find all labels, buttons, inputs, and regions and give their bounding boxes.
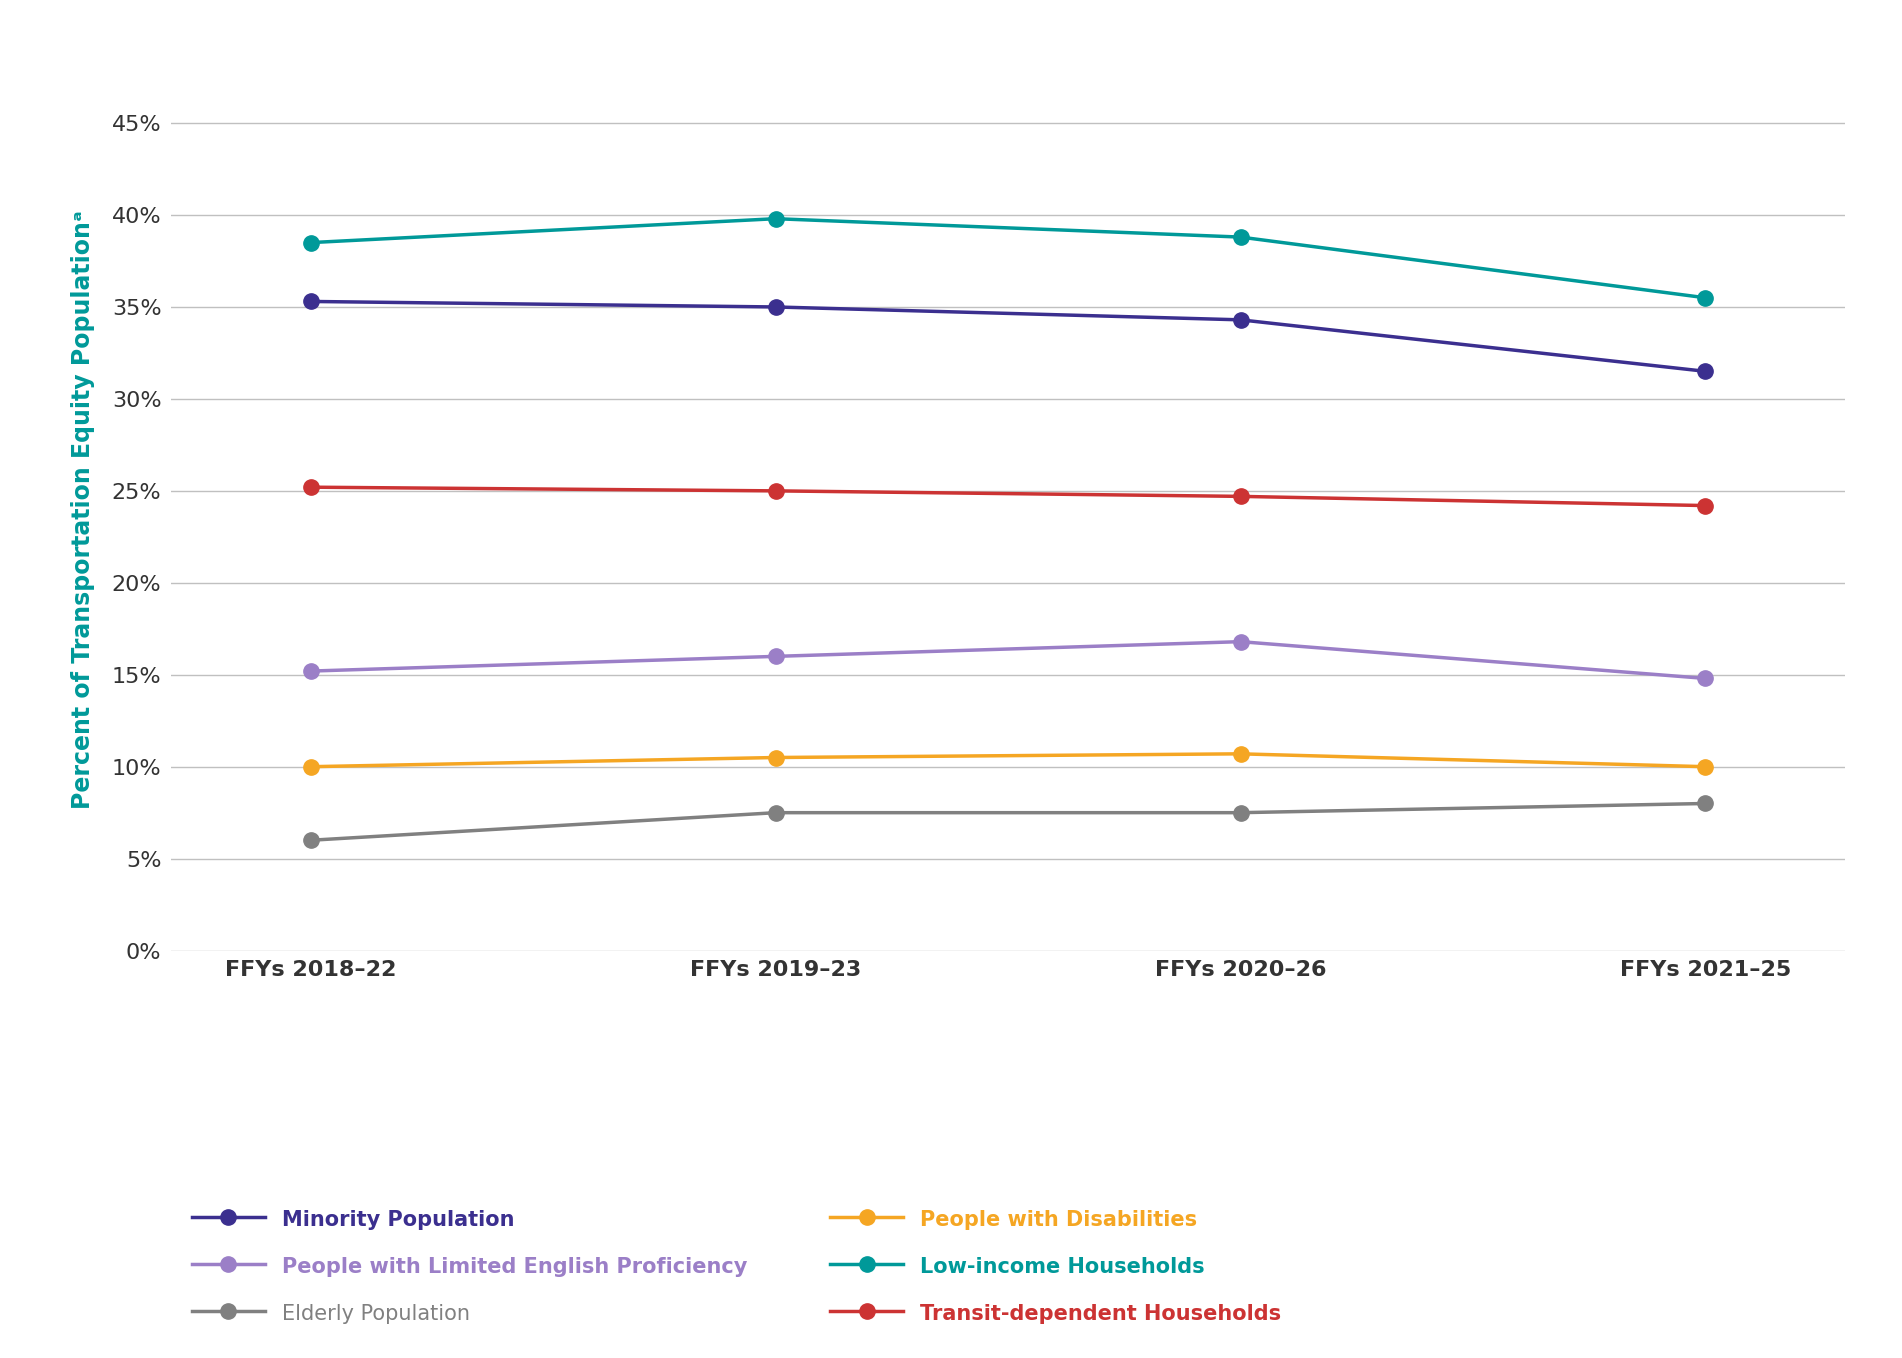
Low-income Households	[765, 210, 787, 227]
Line: People with Disabilities: People with Disabilities	[302, 746, 1714, 774]
People with Disabilities	[1695, 759, 1718, 775]
Transit-dependent Households	[765, 482, 787, 498]
Elderly Population	[765, 804, 787, 820]
Low-income Households	[1229, 230, 1252, 246]
People with Disabilities	[299, 759, 321, 775]
Transit-dependent Households	[299, 479, 321, 496]
Low-income Households	[1695, 289, 1718, 306]
People with Disabilities	[765, 750, 787, 766]
People with Limited English Proficiency	[765, 648, 787, 664]
Minority Population	[1229, 312, 1252, 329]
Low-income Households	[299, 235, 321, 251]
People with Limited English Proficiency	[1695, 671, 1718, 687]
Line: Transit-dependent Households: Transit-dependent Households	[302, 479, 1714, 513]
Line: Minority Population: Minority Population	[302, 293, 1714, 379]
Y-axis label: Percent of Transportation Equity Populationᵃ: Percent of Transportation Equity Populat…	[70, 210, 95, 808]
Minority Population	[299, 293, 321, 310]
Elderly Population	[1229, 804, 1252, 820]
Legend: Minority Population, People with Limited English Proficiency, Elderly Population: Minority Population, People with Limited…	[181, 1198, 1291, 1334]
People with Limited English Proficiency	[1229, 633, 1252, 650]
Elderly Population	[299, 832, 321, 849]
Elderly Population	[1695, 796, 1718, 812]
People with Limited English Proficiency	[299, 663, 321, 679]
Line: Low-income Households: Low-income Households	[302, 210, 1714, 306]
Transit-dependent Households	[1695, 497, 1718, 513]
Transit-dependent Households	[1229, 489, 1252, 505]
Line: Elderly Population: Elderly Population	[302, 796, 1714, 847]
Minority Population	[765, 299, 787, 315]
People with Disabilities	[1229, 746, 1252, 762]
Line: People with Limited English Proficiency: People with Limited English Proficiency	[302, 634, 1714, 686]
Minority Population	[1695, 363, 1718, 379]
